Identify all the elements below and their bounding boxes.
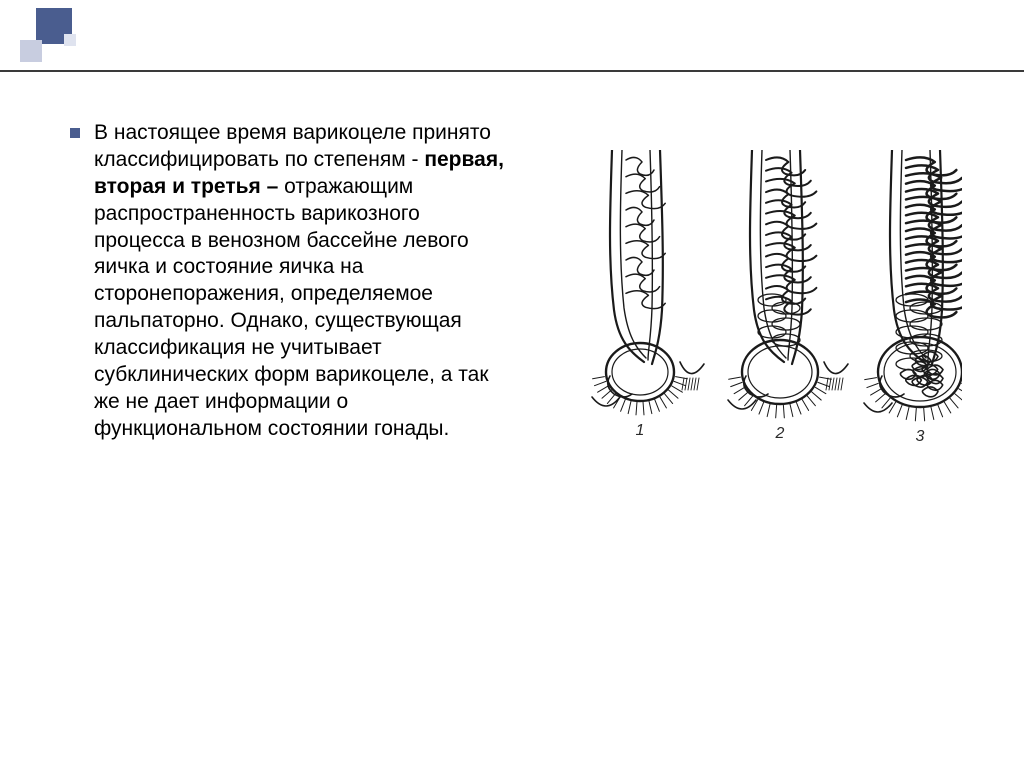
deco-square-small bbox=[64, 34, 76, 46]
grade-3-sketch: 3 bbox=[864, 150, 962, 445]
paragraph-post: отражающим распространенность варикозног… bbox=[94, 175, 489, 440]
grade-label-3: 3 bbox=[916, 428, 925, 445]
bullet-list: В настоящее время варикоцеле принято кла… bbox=[70, 120, 510, 443]
bullet-item: В настоящее время варикоцеле принято кла… bbox=[70, 120, 510, 443]
varicocele-grades-diagram: 1 2 3 bbox=[542, 150, 962, 450]
slide-root: В настоящее время варикоцеле принято кла… bbox=[0, 0, 1024, 768]
grade-1-sketch: 1 bbox=[592, 150, 704, 439]
text-column: В настоящее время варикоцеле принято кла… bbox=[70, 120, 510, 443]
grade-2-sketch: 2 bbox=[728, 150, 848, 442]
content-area: В настоящее время варикоцеле принято кла… bbox=[70, 120, 994, 450]
grade-label-1: 1 bbox=[636, 422, 645, 439]
header-divider bbox=[0, 70, 1024, 72]
grade-label-2: 2 bbox=[775, 425, 785, 442]
deco-square-medium bbox=[20, 40, 42, 62]
image-column: 1 2 3 bbox=[510, 120, 994, 450]
